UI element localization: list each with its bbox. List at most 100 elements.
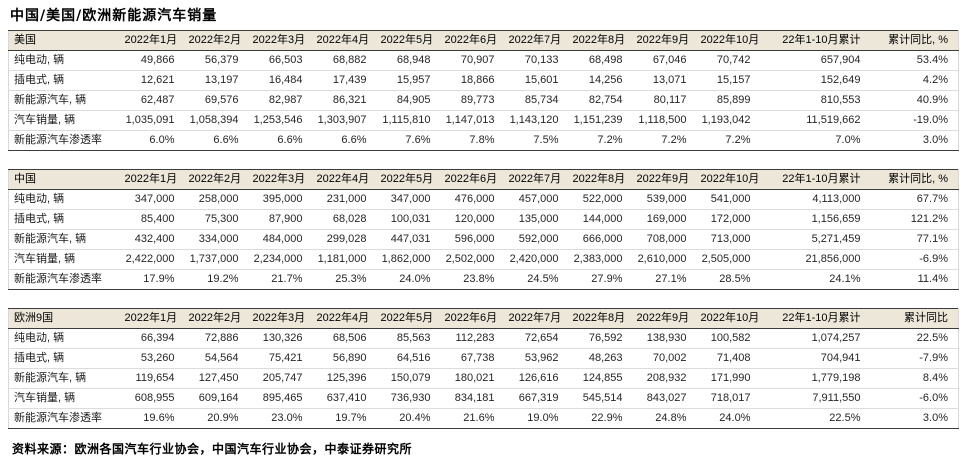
value-cell: 2,383,000 xyxy=(568,249,633,270)
value-cell: 124,855 xyxy=(568,368,633,389)
column-header: 22年1-10月累计 xyxy=(760,169,871,190)
value-cell: 208,932 xyxy=(632,368,697,389)
value-cell: 21.6% xyxy=(463,412,495,424)
column-header: 2022年7月 xyxy=(504,169,569,190)
value-cell: 127,450 xyxy=(184,368,249,389)
value-cell: 67,738 xyxy=(440,348,505,369)
value-cell: 395,000 xyxy=(248,189,313,210)
value-cell: 23.0% xyxy=(271,412,303,424)
value-cell: 68,498 xyxy=(568,50,633,71)
column-header: 2022年2月 xyxy=(184,308,249,329)
column-header: 累计同比 xyxy=(870,308,959,329)
value-cell: 23.8% xyxy=(463,273,495,285)
value-cell: 17,439 xyxy=(312,70,377,91)
value-cell: 14,256 xyxy=(568,70,633,91)
value-cell: 64,516 xyxy=(376,348,441,369)
value-cell: 1,143,120 xyxy=(504,110,569,131)
value-cell: 17.9% xyxy=(143,273,175,285)
row-label: 新能源汽车, 辆 xyxy=(8,90,121,111)
value-cell: 56,890 xyxy=(312,348,377,369)
value-cell: 67.7% xyxy=(870,189,959,210)
value-cell: 7.2% xyxy=(597,134,623,146)
column-header: 2022年2月 xyxy=(184,30,249,51)
value-cell: 112,283 xyxy=(440,328,505,349)
value-cell: 1,779,198 xyxy=(760,368,871,389)
table-row: 新能源汽车渗透率 17.9% 19.2% 21.7% 25.3% 24.0% 23.8% 24… xyxy=(9,270,959,290)
value-cell: 67,046 xyxy=(632,50,697,71)
column-header: 2022年7月 xyxy=(504,30,569,51)
value-cell: 49,866 xyxy=(120,50,185,71)
value-cell: 231,000 xyxy=(312,189,377,210)
table-row: 新能源汽车渗透率 19.6% 20.9% 23.0% 19.7% 20.4% 21.6% 19… xyxy=(9,409,959,429)
value-cell: 70,002 xyxy=(632,348,697,369)
value-cell: 53,260 xyxy=(120,348,185,369)
value-cell: 16,484 xyxy=(248,70,313,91)
value-cell: 6.6% xyxy=(277,134,303,146)
value-cell: 171,990 xyxy=(696,368,761,389)
value-cell: 667,319 xyxy=(504,388,569,409)
column-header: 2022年4月 xyxy=(312,308,377,329)
column-header: 累计同比, % xyxy=(870,30,959,51)
value-cell: 347,000 xyxy=(376,189,441,210)
value-cell: 68,882 xyxy=(312,50,377,71)
column-header: 2022年8月 xyxy=(568,308,633,329)
region-header: 欧洲9国 xyxy=(8,308,121,329)
value-cell: 7.8% xyxy=(469,134,495,146)
row-label: 纯电动, 辆 xyxy=(8,50,121,71)
value-cell: 1,303,907 xyxy=(312,110,377,131)
value-cell: 1,035,091 xyxy=(120,110,185,131)
value-cell: 1,074,257 xyxy=(760,328,871,349)
table-row: 新能源汽车渗透率 6.0% 6.6% 6.6% 6.6% 7.6% 7.8% 7.5% 7.2%… xyxy=(9,131,959,151)
column-header: 2022年10月 xyxy=(696,308,761,329)
value-cell: 457,000 xyxy=(504,189,569,210)
table-row: 新能源汽车, 辆 62,487 69,576 82,987 86,321 84,905 89… xyxy=(8,90,959,111)
value-cell: 25.3% xyxy=(335,273,367,285)
value-cell: 150,079 xyxy=(376,368,441,389)
value-cell: 15,957 xyxy=(376,70,441,91)
value-cell: 1,118,500 xyxy=(632,110,697,131)
column-header: 2022年9月 xyxy=(632,169,697,190)
value-cell: 3.0% xyxy=(922,134,948,146)
value-cell: 24.0% xyxy=(719,412,751,424)
value-cell: 704,941 xyxy=(760,348,871,369)
value-cell: 75,300 xyxy=(184,209,249,230)
value-cell: 24.1% xyxy=(829,273,861,285)
value-cell: 48,263 xyxy=(568,348,633,369)
value-cell: 24.0% xyxy=(399,273,431,285)
value-cell: 76,592 xyxy=(568,328,633,349)
value-cell: 62,487 xyxy=(120,90,185,111)
column-header: 2022年1月 xyxy=(120,308,185,329)
value-cell: 708,000 xyxy=(632,229,697,250)
value-cell: 20.4% xyxy=(399,412,431,424)
value-cell: 135,000 xyxy=(504,209,569,230)
value-cell: 19.0% xyxy=(527,412,559,424)
table-row: 新能源汽车, 辆 432,400 334,000 484,000 299,028 447,… xyxy=(8,229,959,250)
value-cell: 27.1% xyxy=(655,273,687,285)
row-label: 纯电动, 辆 xyxy=(8,189,121,210)
value-cell: 71,408 xyxy=(696,348,761,369)
header-row: 中国 2022年1月 2022年2月 2022年3月 2022年4月 2022年5月 202… xyxy=(8,169,959,190)
value-cell: 40.9% xyxy=(870,90,959,111)
column-header: 2022年6月 xyxy=(440,308,505,329)
value-cell: 20.9% xyxy=(207,412,239,424)
value-cell: 169,000 xyxy=(632,209,697,230)
header-row: 欧洲9国 2022年1月 2022年2月 2022年3月 2022年4月 2022年5月 2… xyxy=(8,308,959,329)
value-cell: 736,930 xyxy=(376,388,441,409)
value-cell: 1,115,810 xyxy=(376,110,441,131)
value-cell: 895,465 xyxy=(248,388,313,409)
value-cell: 21,856,000 xyxy=(760,249,871,270)
value-cell: 54,564 xyxy=(184,348,249,369)
value-cell: 7.2% xyxy=(661,134,687,146)
table-row: 汽车销量, 辆 608,955 609,164 895,465 637,410 736,9… xyxy=(8,388,959,409)
value-cell: 82,987 xyxy=(248,90,313,111)
value-cell: 334,000 xyxy=(184,229,249,250)
value-cell: 609,164 xyxy=(184,388,249,409)
value-cell: 121.2% xyxy=(870,209,959,230)
row-label: 新能源汽车渗透率 xyxy=(14,412,102,424)
value-cell: 19.2% xyxy=(207,273,239,285)
value-cell: 1,058,394 xyxy=(184,110,249,131)
value-cell: 666,000 xyxy=(568,229,633,250)
row-label: 插电式, 辆 xyxy=(8,70,121,91)
row-label: 新能源汽车, 辆 xyxy=(8,229,121,250)
value-cell: 1,737,000 xyxy=(184,249,249,270)
